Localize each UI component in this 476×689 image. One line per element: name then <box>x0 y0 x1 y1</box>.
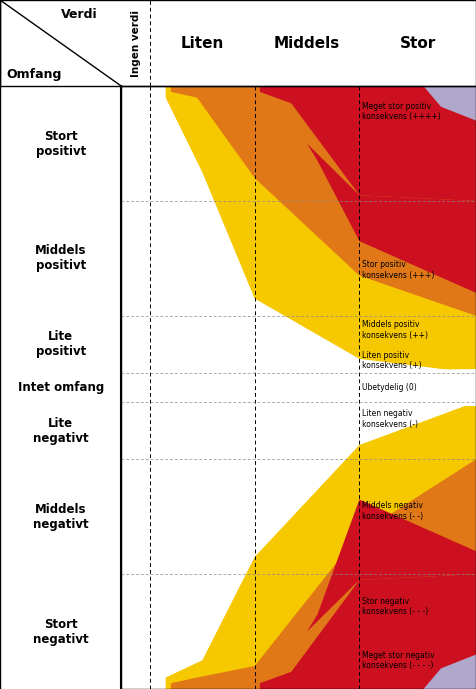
Polygon shape <box>171 460 476 689</box>
Polygon shape <box>171 86 476 316</box>
Text: Middels
positivt: Middels positivt <box>35 245 87 272</box>
Polygon shape <box>260 86 476 201</box>
Text: Meget stor positiv
konsekvens (++++): Meget stor positiv konsekvens (++++) <box>362 102 440 121</box>
Text: Middels
negativt: Middels negativt <box>33 503 89 531</box>
Text: Verdi: Verdi <box>60 8 97 21</box>
Text: Intet omfang: Intet omfang <box>18 381 104 394</box>
Text: Liten negativ
konsekvens (-): Liten negativ konsekvens (-) <box>362 409 418 429</box>
Text: Stort
positivt: Stort positivt <box>36 130 86 158</box>
Text: Middels negativ
konsekvens (- -): Middels negativ konsekvens (- -) <box>362 502 423 521</box>
Polygon shape <box>424 86 476 121</box>
Polygon shape <box>307 143 476 293</box>
Text: Meget stor negativ
konsekvens (- - - -): Meget stor negativ konsekvens (- - - -) <box>362 650 435 670</box>
Text: Liten: Liten <box>180 36 224 50</box>
Polygon shape <box>121 86 150 689</box>
Polygon shape <box>307 500 476 632</box>
Text: Stor negativ
konsekvens (- - -): Stor negativ konsekvens (- - -) <box>362 597 428 616</box>
Text: Lite
positivt: Lite positivt <box>36 331 86 358</box>
Text: Omfang: Omfang <box>6 68 62 81</box>
Text: Ingen verdi: Ingen verdi <box>130 10 141 76</box>
Text: Lite
negativt: Lite negativt <box>33 417 89 444</box>
Text: Middels positiv
konsekvens (++): Middels positiv konsekvens (++) <box>362 320 428 340</box>
Text: Middels: Middels <box>274 36 340 50</box>
Text: Stor positiv
konsekvens (+++): Stor positiv konsekvens (+++) <box>362 260 434 280</box>
Polygon shape <box>424 655 476 689</box>
Polygon shape <box>121 86 476 689</box>
Polygon shape <box>166 402 476 689</box>
Polygon shape <box>150 369 476 406</box>
Polygon shape <box>0 0 476 86</box>
Text: Ubetydelig (0): Ubetydelig (0) <box>362 383 416 392</box>
Polygon shape <box>260 574 476 689</box>
Text: Stor: Stor <box>399 36 436 50</box>
Text: Liten positiv
konsekvens (+): Liten positiv konsekvens (+) <box>362 351 421 370</box>
Polygon shape <box>166 86 476 373</box>
Text: Stort
negativt: Stort negativt <box>33 617 89 646</box>
